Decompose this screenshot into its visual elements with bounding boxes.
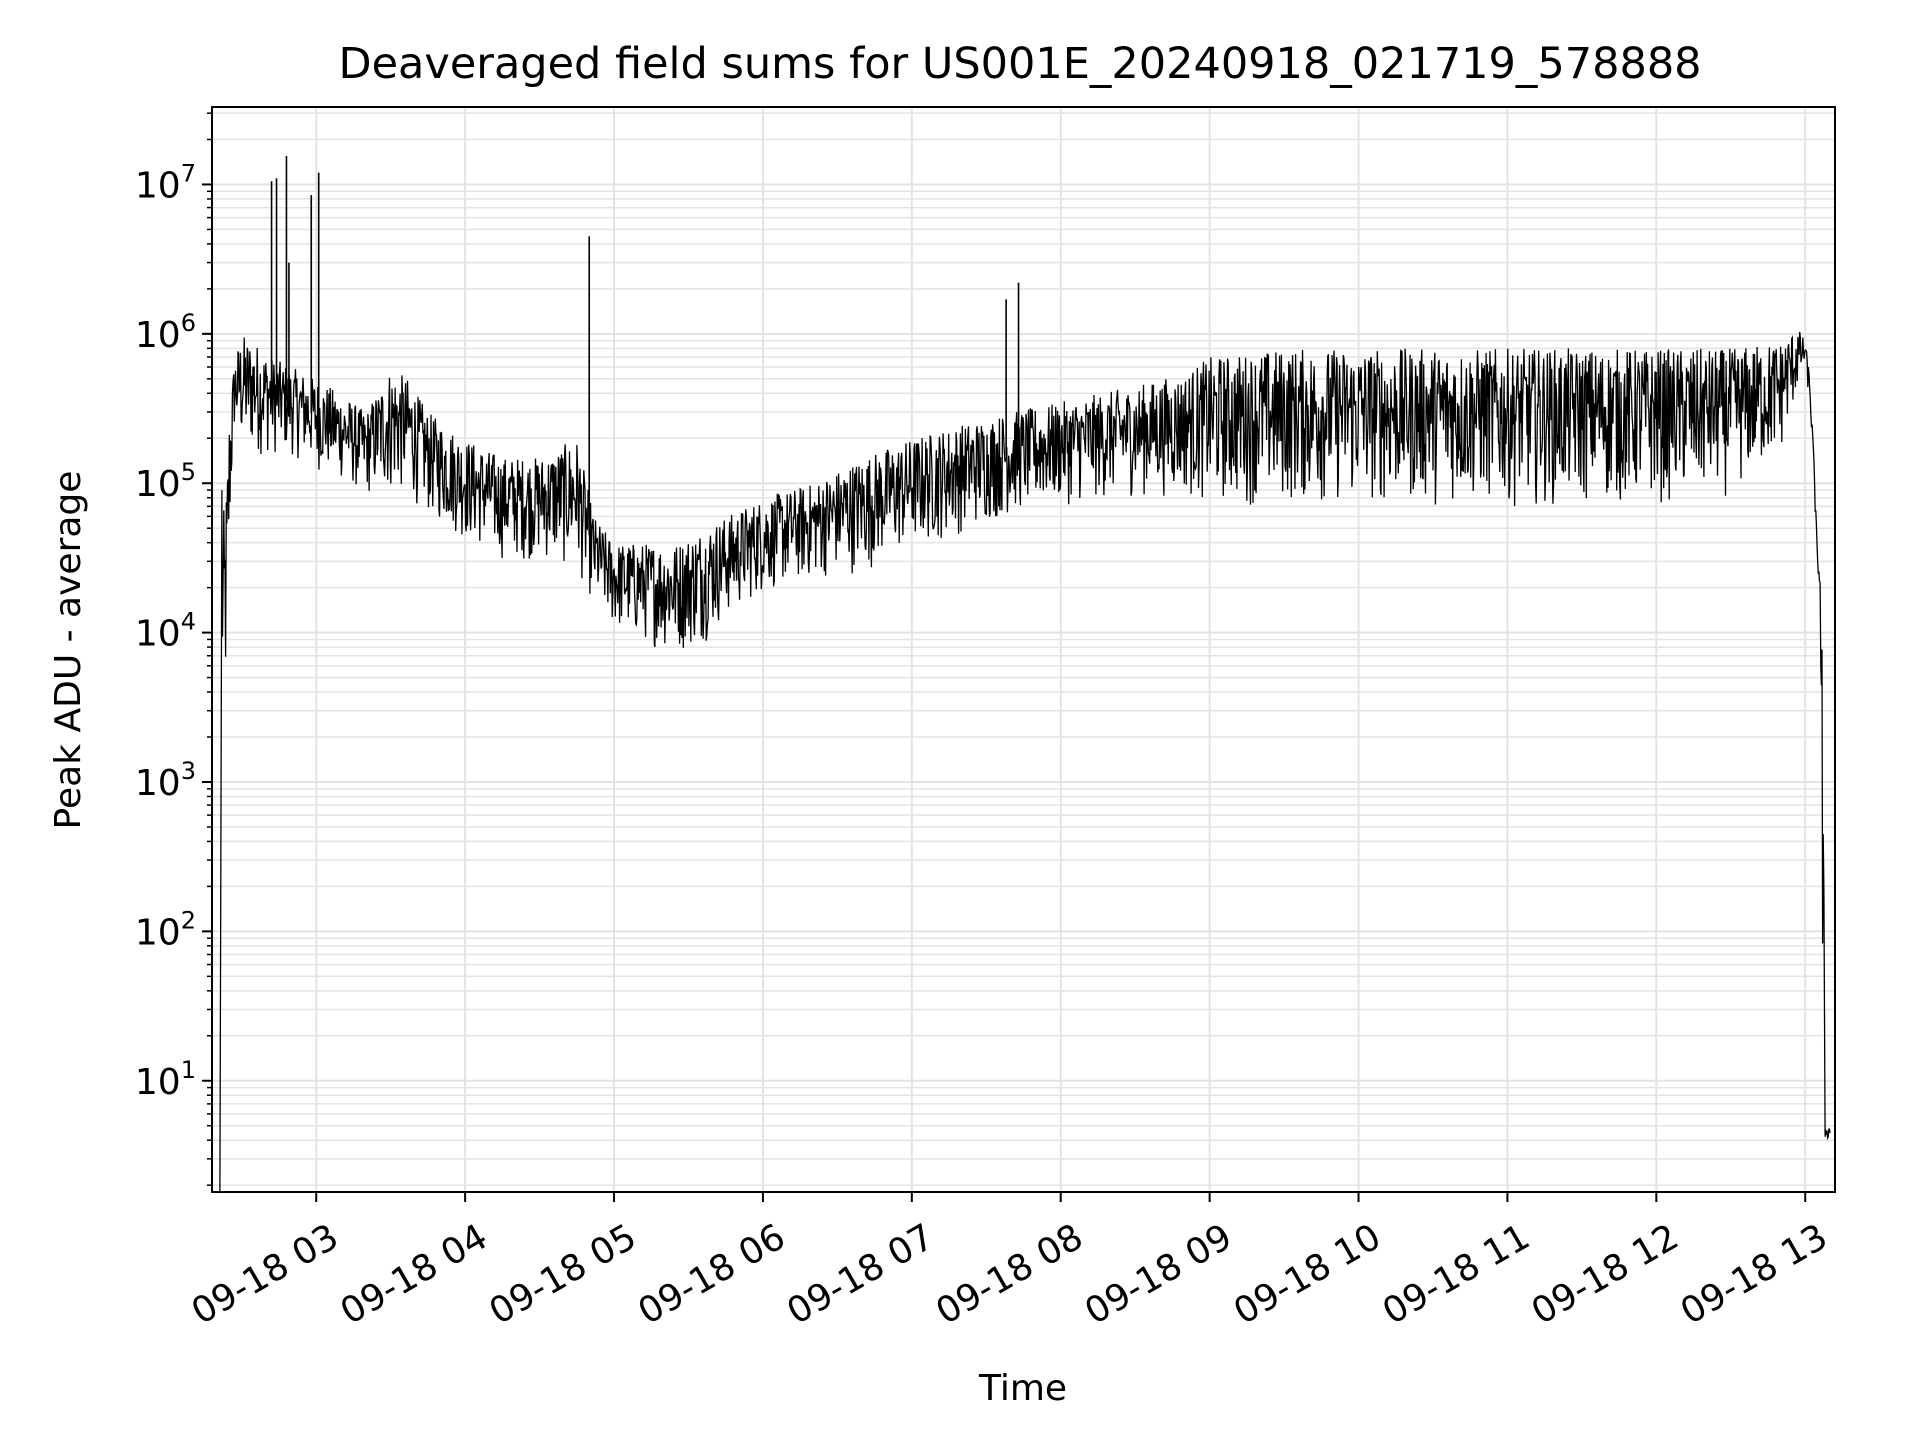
plot-frame (211, 106, 1836, 1193)
series-line (219, 156, 1831, 1193)
y-axis: 101 102 103 104 105 106 107 (135, 112, 212, 1186)
grid (212, 107, 1835, 1192)
series-path (219, 331, 1831, 1193)
y-tick-label: 102 (135, 906, 196, 953)
y-tick-label: 105 (135, 458, 196, 505)
y-tick-label: 107 (135, 159, 196, 206)
y-tick-label: 103 (135, 757, 196, 804)
y-tick-label: 104 (135, 608, 196, 655)
chart-title: Deaveraged field sums for US001E_2024091… (338, 39, 1701, 89)
y-tick-label: 101 (135, 1056, 196, 1103)
y-axis-label: Peak ADU - average (48, 471, 89, 830)
y-tick-label: 106 (135, 309, 196, 356)
x-axis-label: Time (978, 1368, 1067, 1409)
